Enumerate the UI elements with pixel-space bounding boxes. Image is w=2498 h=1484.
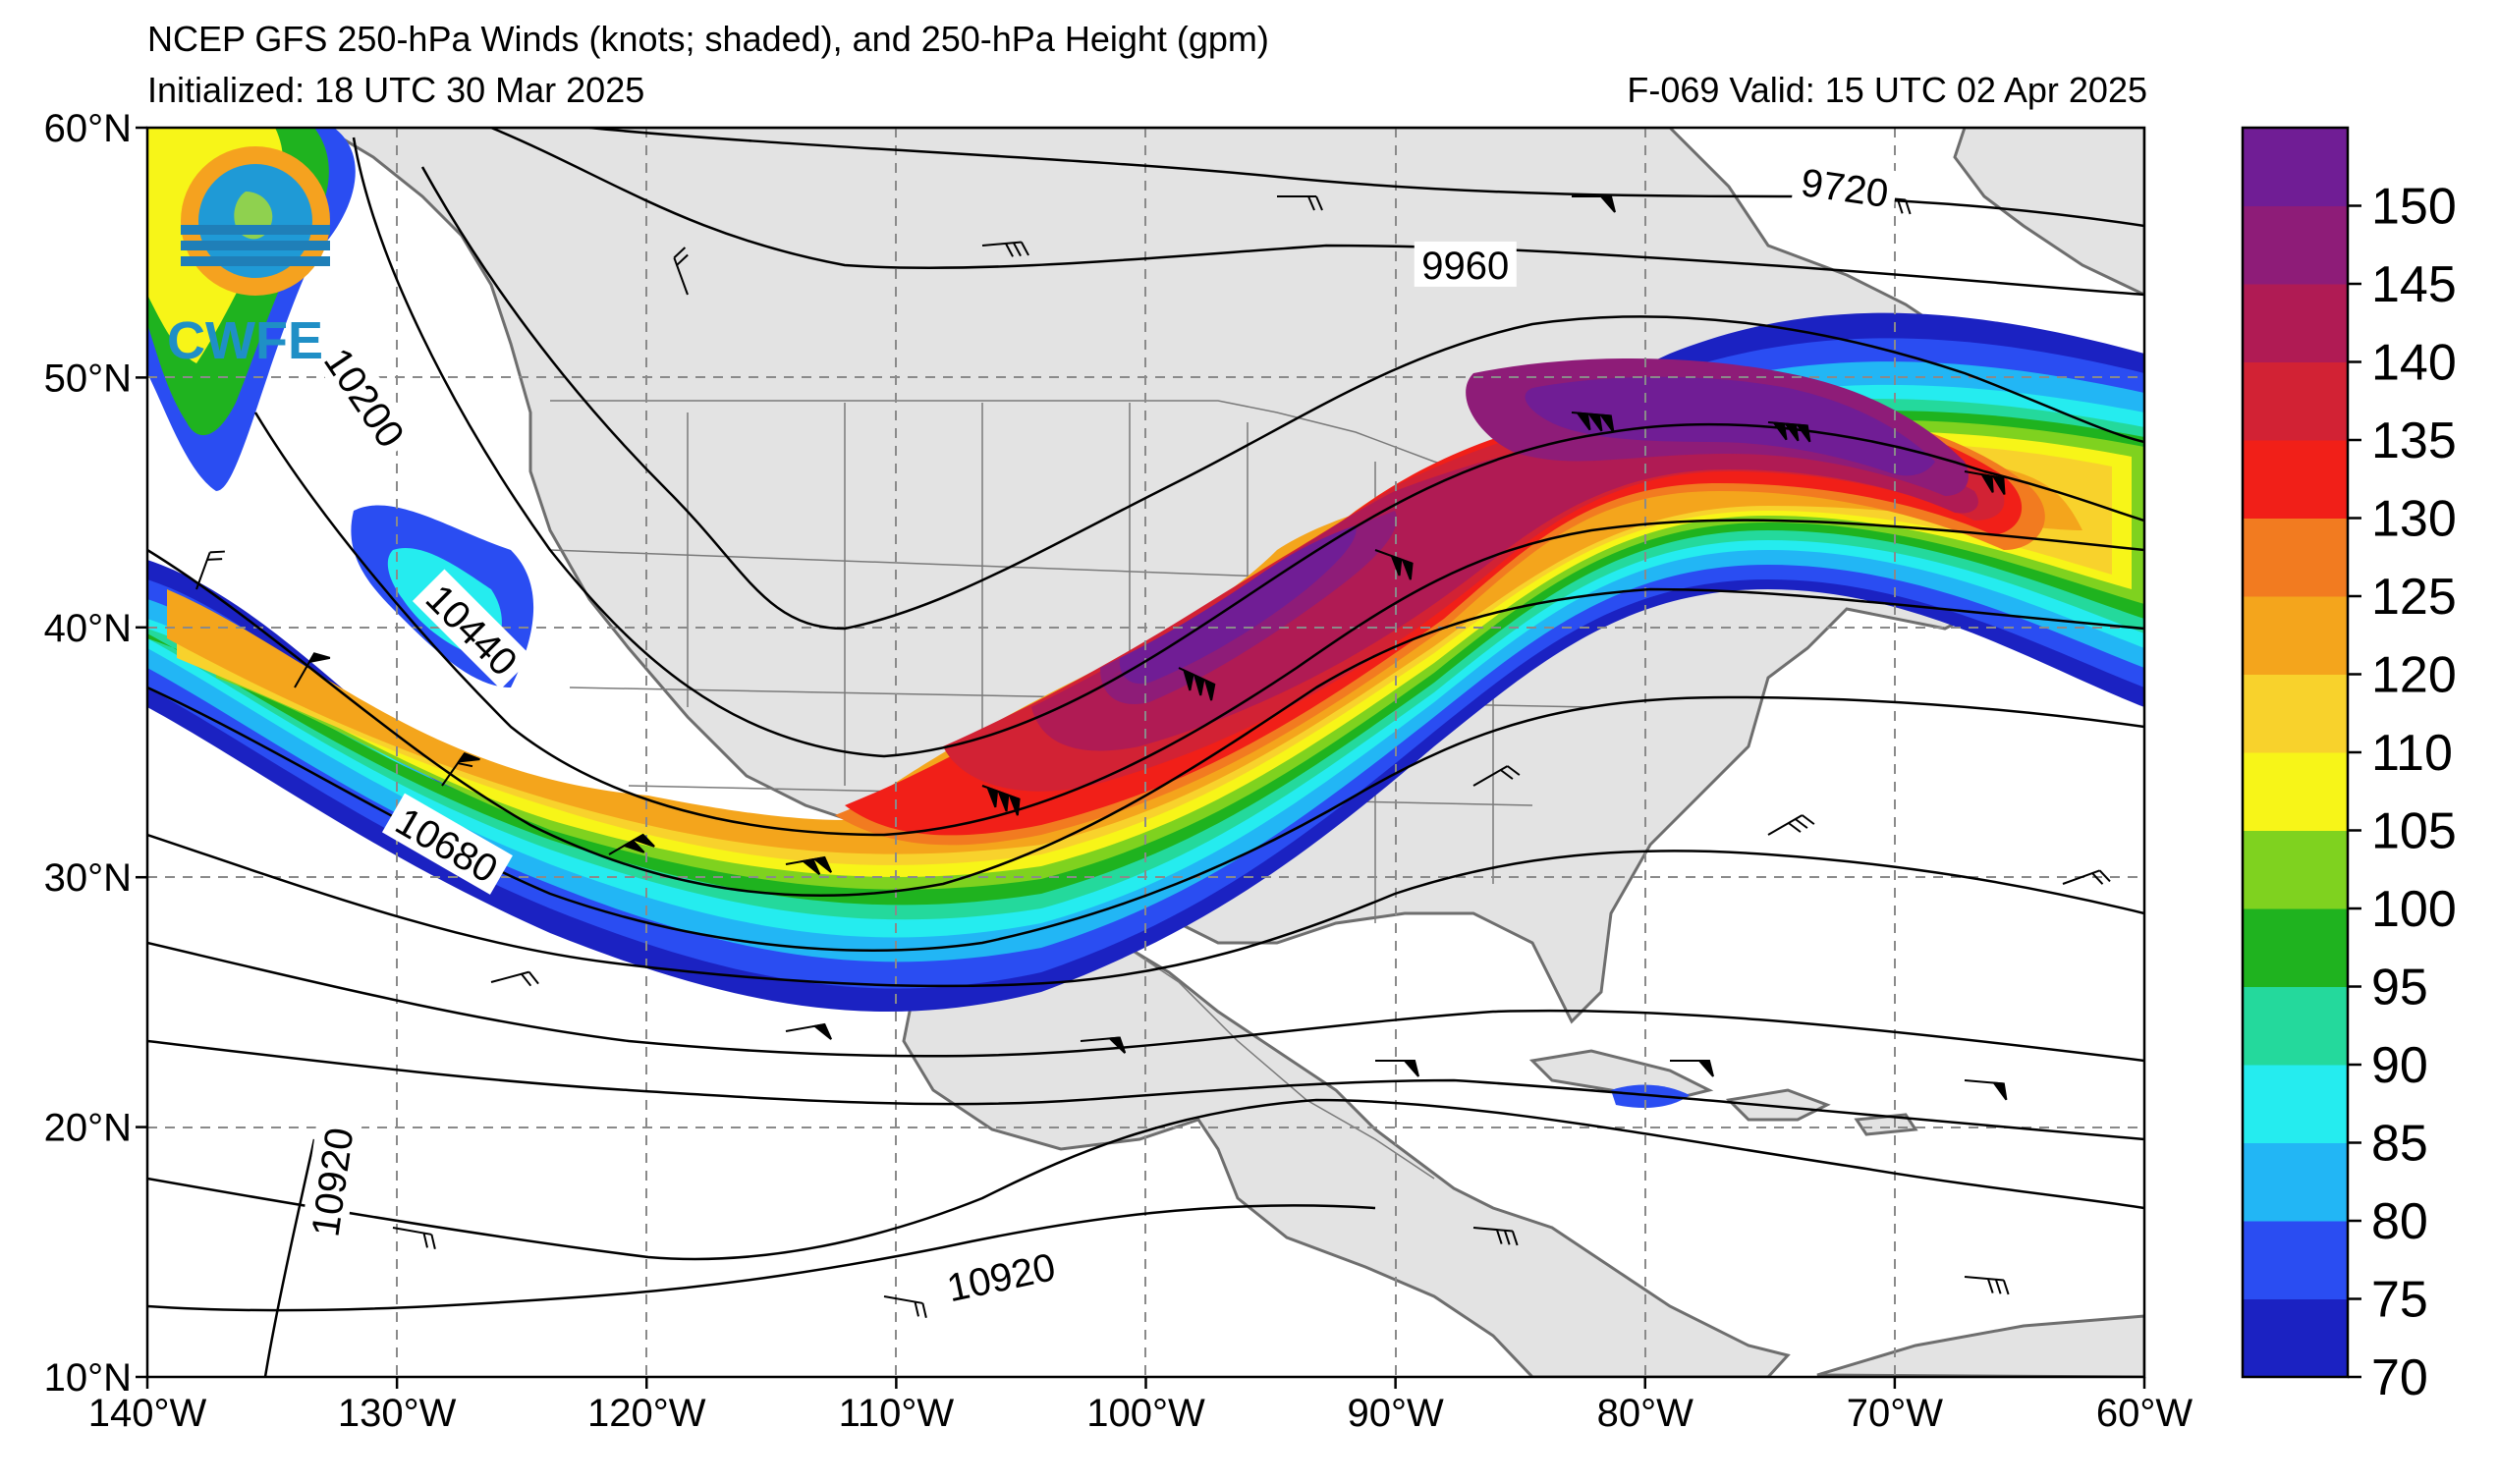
colorbar-bin: [2243, 908, 2348, 987]
wind-barb: [981, 241, 1029, 257]
lon-tick-label: 140°W: [88, 1392, 207, 1435]
logo-wave: [181, 256, 330, 266]
colorbar-tick-label: 145: [2371, 256, 2457, 313]
colorbar-bin: [2243, 830, 2348, 909]
lon-tick-label: 120°W: [587, 1392, 706, 1435]
lon-tick-label: 90°W: [1348, 1392, 1444, 1435]
colorbar-bin: [2243, 205, 2348, 285]
colorbar-bin: [2243, 284, 2348, 362]
colorbar-tick-label: 80: [2371, 1193, 2428, 1250]
wind-barb: [785, 1022, 833, 1040]
lon-tick-label: 130°W: [338, 1392, 457, 1435]
axes: 140°W 130°W 120°W 110°W 100°W 90°W 80°W 70°W 60°…: [44, 107, 2193, 1435]
valid-time: F-069 Valid: 15 UTC 02 Apr 2025: [1627, 70, 2147, 110]
lat-tick-label: 50°N: [44, 357, 132, 400]
wind-barb: [294, 652, 331, 688]
colorbar-bin: [2243, 1221, 2348, 1299]
colorbar-bin: [2243, 1298, 2348, 1378]
contour-label: 10920: [300, 1117, 362, 1247]
initialized-time: Initialized: 18 UTC 30 Mar 2025: [147, 70, 645, 110]
wind-barb: [1472, 765, 1521, 787]
colorbar-tick-label: 130: [2371, 491, 2457, 548]
wind-barbs: [195, 195, 2111, 1319]
colorbar-bin: [2243, 1065, 2348, 1143]
wind-barb: [1964, 1276, 2010, 1295]
wind-barb: [1080, 1036, 1127, 1054]
wind-barb: [392, 1227, 436, 1250]
lat-tick-label: 60°N: [44, 107, 132, 150]
lat-lon-grid: [147, 128, 2144, 1377]
colorbar-tick-label: 95: [2371, 960, 2428, 1017]
lon-tick-label: 60°W: [2096, 1392, 2193, 1435]
colorbar-tick-label: 120: [2371, 647, 2457, 704]
colorbar-bin: [2243, 674, 2348, 753]
wind-barb: [1767, 421, 1811, 443]
colorbar-tick-label: 100: [2371, 881, 2457, 938]
wind-barb: [1374, 549, 1414, 580]
colorbar-bin: [2243, 128, 2348, 206]
colorbar-bin: [2243, 1142, 2348, 1222]
colorbar-bin: [2243, 361, 2348, 441]
lon-tick-label: 110°W: [839, 1392, 955, 1435]
colorbar-tick-label: 75: [2371, 1272, 2428, 1329]
logo-text: CWFE: [167, 311, 323, 370]
wind-barb: [1767, 814, 1815, 836]
wind-barb: [1571, 412, 1615, 433]
colorbar-tick-label: 125: [2371, 569, 2457, 626]
colorbar: 70 75 80 85 90 95 100 105 110 120 125 130 135 140 145 1…: [2243, 128, 2457, 1406]
colorbar-bin: [2243, 986, 2348, 1066]
colorbar-bin: [2243, 440, 2348, 519]
colorbar-tick-label: 105: [2371, 803, 2457, 860]
map-title: NCEP GFS 250-hPa Winds (knots; shaded), …: [147, 19, 1269, 59]
wind-barb: [195, 550, 225, 590]
colorbar-bin: [2243, 596, 2348, 675]
wind-barb: [1178, 667, 1216, 701]
wind-barb: [2062, 869, 2111, 885]
wind-barb: [1964, 470, 2006, 495]
colorbar-tick-label: 70: [2371, 1349, 2428, 1406]
wind-barb: [1277, 195, 1323, 211]
wind-barb: [785, 855, 833, 875]
lon-tick-label: 70°W: [1847, 1392, 1943, 1435]
colorbar-tick-label: 140: [2371, 335, 2457, 392]
colorbar-frame: [2241, 126, 2350, 1379]
lat-tick-label: 20°N: [44, 1107, 132, 1150]
contour-label-text: 9960: [1421, 245, 1509, 288]
lat-tick-label: 30°N: [44, 856, 132, 900]
lat-tick-label: 10°N: [44, 1356, 132, 1400]
wind-barb: [490, 970, 539, 987]
logo-wave: [181, 225, 330, 235]
lon-tick-label: 80°W: [1597, 1392, 1693, 1435]
colorbar-bin: [2243, 518, 2348, 597]
colorbar-tick-label: 135: [2371, 412, 2457, 469]
wind-barb: [441, 752, 480, 787]
contour-label: 9720: [1791, 157, 1899, 217]
lon-tick-label: 100°W: [1086, 1392, 1205, 1435]
wind-barb: [981, 785, 1021, 816]
wind-barb: [673, 247, 689, 296]
wind-barb: [1572, 195, 1616, 213]
logo-wave: [181, 241, 330, 250]
wind-barb: [608, 833, 655, 855]
wind-barb: [1375, 1060, 1419, 1077]
wind-barb: [1964, 1079, 2008, 1101]
wind-barb: [1472, 1227, 1519, 1246]
cwfe-logo: CWFE: [167, 146, 330, 370]
contour-label: 9960: [1414, 241, 1517, 288]
wind-barb: [883, 1295, 927, 1319]
colorbar-tick-label: 85: [2371, 1116, 2428, 1173]
wind-barb: [1670, 1060, 1714, 1077]
lat-tick-label: 40°N: [44, 607, 132, 650]
colorbar-tick-label: 90: [2371, 1037, 2428, 1094]
colorbar-tick-label: 110: [2371, 725, 2453, 782]
colorbar-tick-label: 150: [2371, 179, 2457, 236]
colorbar-bin: [2243, 752, 2348, 831]
